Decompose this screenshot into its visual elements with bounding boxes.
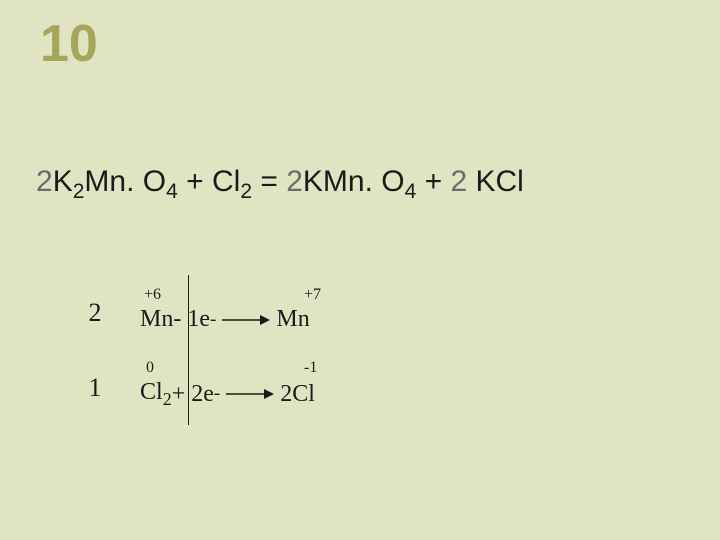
multiplier-1: 2 [70, 298, 120, 328]
oxidation-state-right-2: -1 [304, 359, 317, 377]
multiplier-2: 1 [70, 373, 120, 403]
coefficient-2: 2 [286, 165, 303, 198]
oxidation-state-left-1: +6 [144, 286, 161, 304]
equals-sign: = [252, 165, 286, 198]
reactant-cl2: Cl2 [140, 379, 172, 410]
half-reaction-oxidation: 2 +6 +7 Mn - 1e- Mn [70, 275, 315, 350]
electron-gain: + 2e [172, 381, 214, 408]
reagent-k: K [53, 165, 73, 198]
reagent-cl-sub: 2 [240, 180, 252, 203]
reagent-k-sub: 2 [73, 180, 85, 203]
product-kmno: KMn. O [303, 165, 405, 198]
coefficient-3: 2 [450, 165, 467, 198]
balanced-equation: 2K2Mn. O4 + Cl2 = 2KMn. O4 + 2 KCl [36, 165, 524, 204]
product-kcl: KCl [467, 165, 524, 198]
plus-2: + [416, 165, 450, 198]
half-reaction-reduction: 1 0 -1 Cl2 + 2e- 2Cl [70, 350, 315, 425]
reagent-cl: Cl [212, 165, 240, 198]
reactant-mn: Mn [140, 306, 173, 333]
oxidation-state-right-1: +7 [304, 286, 321, 304]
oxidation-state-left-2: 0 [146, 359, 154, 377]
reagent-mno-sub: 4 [166, 180, 178, 203]
electron-minus-1: - [210, 309, 216, 331]
product-2cl: 2Cl [280, 381, 315, 408]
reagent-mno: Mn. O [84, 165, 166, 198]
electron-loss: - 1e [173, 306, 210, 333]
arrow-icon [222, 313, 270, 327]
product-kmno-sub: 4 [405, 180, 417, 203]
electron-minus-2: - [214, 383, 220, 405]
slide-number: 10 [40, 14, 98, 74]
coefficient-1: 2 [36, 165, 53, 198]
arrow-icon [226, 387, 274, 401]
half-reactions-block: 2 +6 +7 Mn - 1e- Mn 1 0 -1 Cl2 [70, 275, 315, 425]
plus-1: + [178, 165, 212, 198]
product-mn: Mn [276, 306, 309, 333]
